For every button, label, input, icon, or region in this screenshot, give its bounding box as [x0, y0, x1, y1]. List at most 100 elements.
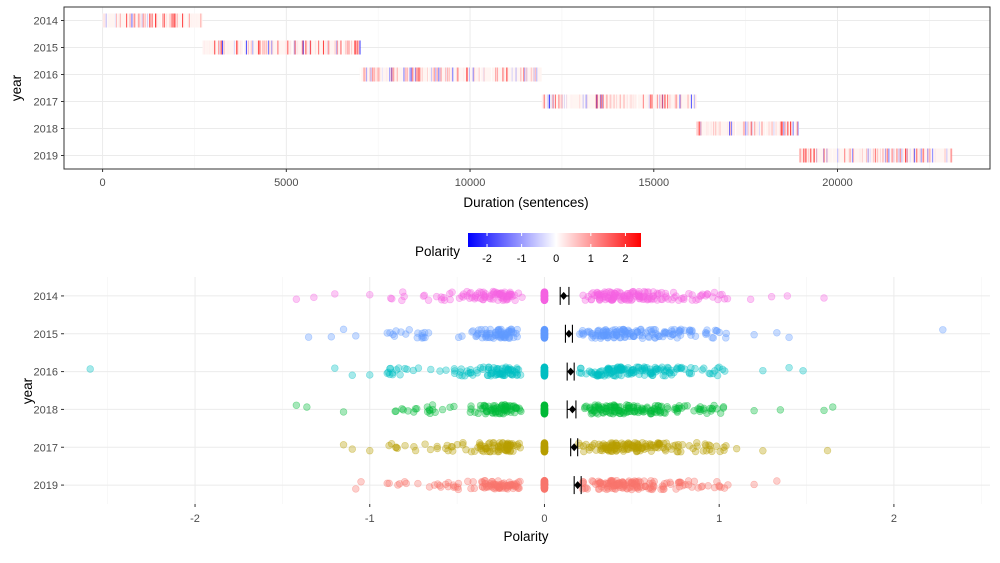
polarity-point	[691, 332, 700, 340]
duration-sentence-mark	[799, 148, 801, 163]
duration-sentence-mark	[950, 148, 952, 163]
polarity-point	[466, 368, 475, 377]
polarity-point	[540, 290, 549, 298]
polarity-point	[697, 405, 705, 414]
polarity-point	[401, 364, 409, 373]
polarity-point	[670, 330, 678, 338]
polarity-point	[622, 404, 631, 412]
polarity-point	[292, 295, 301, 303]
duration-sentence-mark	[293, 40, 295, 55]
polarity-point	[611, 403, 620, 412]
polarity-point	[513, 325, 521, 334]
polarity-point	[451, 483, 459, 491]
duration-sentence-mark	[873, 148, 876, 163]
polarity-point	[419, 292, 428, 300]
legend-tick-label: -2	[482, 253, 492, 265]
polarity-point	[463, 367, 471, 375]
duration-sentence-mark	[945, 148, 947, 163]
polarity-point	[672, 365, 681, 373]
polarity-point	[540, 408, 549, 416]
polarity-point	[501, 401, 509, 409]
duration-sentence-mark	[266, 40, 268, 55]
polarity-point	[579, 291, 587, 300]
polarity-point	[634, 363, 643, 371]
polarity-point	[540, 409, 549, 417]
duration-sentence-mark	[374, 67, 376, 82]
polarity-point	[504, 366, 513, 374]
polarity-point	[540, 329, 549, 337]
polarity-point	[514, 289, 523, 297]
polarity-point	[388, 370, 397, 379]
polarity-point	[499, 371, 507, 380]
polarity-point	[578, 485, 587, 493]
duration-sentence-mark	[804, 148, 806, 163]
duration-year-tick-label: 2014	[34, 16, 58, 28]
polarity-point	[683, 402, 691, 410]
polarity-point	[680, 402, 689, 410]
polarity-point	[603, 331, 611, 339]
polarity-point	[703, 290, 712, 298]
duration-sentence-mark	[256, 40, 258, 55]
polarity-point	[647, 368, 655, 377]
polarity-point	[467, 405, 475, 413]
polarity-point	[492, 408, 500, 416]
polarity-point	[540, 371, 549, 380]
polarity-point	[621, 333, 629, 341]
polarity-point	[662, 328, 670, 337]
polarity-point	[540, 409, 549, 417]
polarity-point	[611, 372, 620, 380]
polarity-point	[595, 295, 603, 303]
polarity-point	[540, 329, 549, 337]
polarity-point	[540, 406, 549, 414]
polarity-point	[649, 371, 657, 379]
duration-sentence-mark	[920, 148, 922, 163]
polarity-point	[706, 404, 714, 413]
polarity-point	[540, 410, 549, 418]
duration-sentence-mark	[651, 94, 653, 109]
polarity-point	[492, 290, 500, 298]
duration-sentence-mark	[733, 121, 735, 136]
polarity-point	[540, 331, 549, 339]
legend-tick-label: 1	[588, 253, 594, 265]
polarity-point	[636, 367, 645, 375]
polarity-point	[484, 371, 492, 380]
polarity-point	[540, 292, 549, 300]
polarity-point	[641, 407, 649, 415]
polarity-series-2015	[304, 325, 947, 342]
duration-sentence-mark	[784, 121, 786, 136]
polarity-point	[481, 479, 489, 488]
polarity-point	[488, 406, 496, 414]
polarity-point	[498, 291, 506, 300]
duration-sentence-mark	[403, 67, 405, 82]
polarity-point	[626, 330, 635, 338]
polarity-point	[685, 368, 693, 377]
polarity-point	[630, 332, 638, 341]
polarity-point	[540, 332, 549, 340]
duration-sentence-mark	[348, 40, 350, 55]
polarity-point	[646, 410, 655, 418]
polarity-point	[513, 365, 521, 374]
polarity-point	[402, 330, 410, 338]
polarity-point	[540, 409, 549, 418]
polarity-point	[476, 364, 485, 372]
polarity-point	[610, 334, 618, 342]
polarity-point	[540, 288, 549, 296]
polarity-point	[467, 288, 475, 297]
polarity-point	[606, 366, 614, 374]
polarity-point	[540, 293, 549, 301]
polarity-point	[540, 329, 549, 337]
duration-sentence-mark	[147, 13, 149, 28]
polarity-point	[634, 408, 643, 417]
duration-sentence-mark	[495, 67, 497, 82]
polarity-point	[504, 295, 512, 303]
polarity-point	[493, 289, 501, 297]
duration-sentence-mark	[632, 94, 634, 109]
polarity-point	[540, 369, 549, 378]
duration-sentence-mark	[418, 67, 420, 82]
duration-sentence-mark	[301, 40, 303, 55]
polarity-point	[491, 331, 499, 339]
polarity-point	[633, 363, 641, 371]
polarity-point	[609, 326, 617, 334]
polarity-point	[626, 293, 634, 301]
polarity-point	[501, 330, 509, 339]
